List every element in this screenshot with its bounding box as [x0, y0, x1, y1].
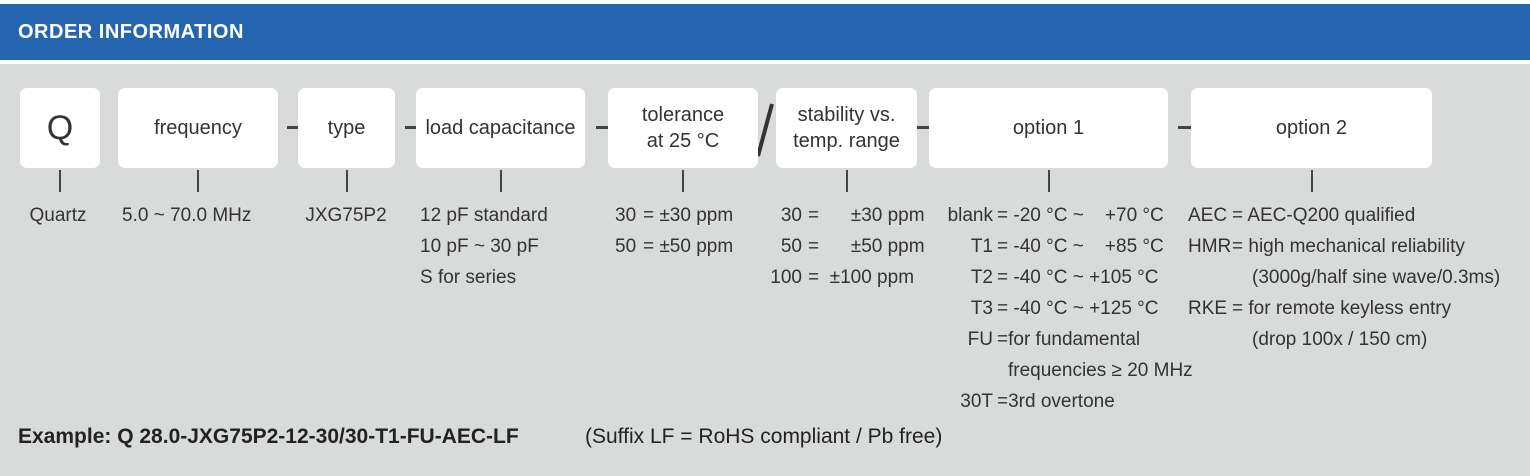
detail-text: = ±30 ppm — [808, 205, 925, 226]
field-box: load capacitance — [416, 88, 585, 168]
header-bar: ORDER INFORMATION — [0, 4, 1530, 60]
field-box: frequency — [118, 88, 278, 168]
detail-text: 12 pF standard — [420, 205, 548, 226]
detail-text: = high mechanical reliability — [1232, 236, 1465, 257]
detail-code: AEC — [1188, 205, 1228, 226]
field-label: option 1 — [1012, 117, 1085, 139]
detail-text: = AEC-Q200 qualified — [1232, 205, 1416, 226]
field-box: tolerance at 25 °C — [608, 88, 758, 168]
separator-dash — [405, 126, 418, 129]
detail-code: 100 — [770, 267, 802, 288]
detail-text: 5.0 ~ 70.0 MHz — [122, 205, 252, 226]
detail-code: HMR — [1188, 236, 1232, 257]
connector — [59, 170, 61, 192]
field-label: stability vs. — [797, 104, 896, 126]
detail-code: T1 — [970, 236, 993, 257]
connector — [499, 170, 502, 192]
detail-code: 30 — [780, 205, 802, 226]
detail-code: T2 — [970, 267, 993, 288]
detail-text: = ±100 ppm — [808, 267, 915, 288]
separator-dash — [287, 126, 300, 129]
detail-code: 30 — [615, 205, 637, 226]
field-box: option 2 — [1191, 88, 1432, 168]
separator-dash — [596, 126, 609, 129]
detail-code: blank — [947, 205, 993, 226]
connector — [1310, 170, 1313, 192]
detail-text: = ±50 ppm — [643, 236, 734, 257]
detail-text: = ±50 ppm — [808, 236, 925, 257]
field-box: stability vs. temp. range — [776, 88, 917, 168]
detail-text: = -20 °C ~ +70 °C — [997, 205, 1164, 226]
detail-text: Quartz — [29, 205, 87, 226]
field-label: temp. range — [793, 130, 900, 152]
header-title: ORDER INFORMATION — [18, 21, 244, 43]
detail-text: =for fundamental — [997, 329, 1141, 350]
detail-text: = -40 °C ~ +85 °C — [997, 236, 1164, 257]
detail-code: RKE — [1188, 298, 1228, 319]
detail-text: = -40 °C ~ +125 °C — [997, 298, 1159, 319]
detail-text: 10 pF ~ 30 pF — [420, 236, 539, 257]
detail-text: (3000g/half sine wave/0.3ms) — [1252, 267, 1501, 288]
connector — [197, 170, 199, 192]
example: Example: Q 28.0-JXG75P2-12-30/30-T1-FU-A… — [18, 425, 519, 448]
slash — [756, 103, 774, 157]
connector — [1047, 170, 1050, 192]
field-label: type — [327, 117, 366, 139]
detail-text: = -40 °C ~ +105 °C — [997, 267, 1159, 288]
field-label: Q — [46, 109, 74, 147]
detail-text: S for series — [420, 267, 517, 288]
detail-code: FU — [967, 329, 993, 350]
field-box: option 1 — [929, 88, 1168, 168]
connector — [682, 170, 684, 192]
detail-text: = for remote keyless entry — [1232, 298, 1452, 319]
example-note: (Suffix LF = RoHS compliant / Pb free) — [585, 425, 943, 448]
separator-dash — [916, 126, 929, 129]
field-label: load capacitance — [425, 117, 576, 139]
detail-text: (drop 100x / 150 cm) — [1252, 329, 1428, 350]
detail-code: T3 — [970, 298, 993, 319]
separator-dash — [1178, 126, 1191, 129]
field-label: tolerance — [641, 104, 725, 126]
connector — [345, 170, 348, 192]
field-box: Q — [20, 88, 100, 168]
detail-code: 50 — [615, 236, 637, 257]
detail-text: JXG75P2 — [305, 205, 387, 226]
field-label: frequency — [154, 117, 242, 139]
detail-text: =3rd overtone — [997, 391, 1115, 412]
detail-code: 30T — [960, 391, 993, 412]
detail-text: = ±30 ppm — [643, 205, 734, 226]
detail-text: frequencies ≥ 20 MHz — [1008, 360, 1193, 381]
connector — [845, 170, 848, 192]
detail-code: 50 — [780, 236, 802, 257]
field-label: at 25 °C — [646, 130, 720, 152]
field-label: option 2 — [1275, 117, 1348, 139]
field-box: type — [298, 88, 395, 168]
